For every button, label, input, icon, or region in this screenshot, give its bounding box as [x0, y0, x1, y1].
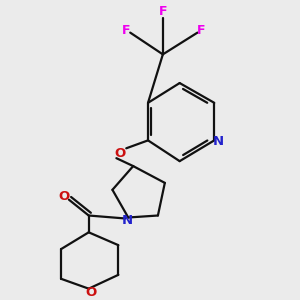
Text: O: O [58, 190, 70, 203]
Text: O: O [85, 286, 96, 299]
Text: F: F [159, 5, 167, 18]
Text: F: F [122, 24, 130, 37]
Text: N: N [122, 214, 133, 227]
Text: O: O [115, 147, 126, 160]
Text: F: F [197, 24, 206, 37]
Text: N: N [213, 135, 224, 148]
